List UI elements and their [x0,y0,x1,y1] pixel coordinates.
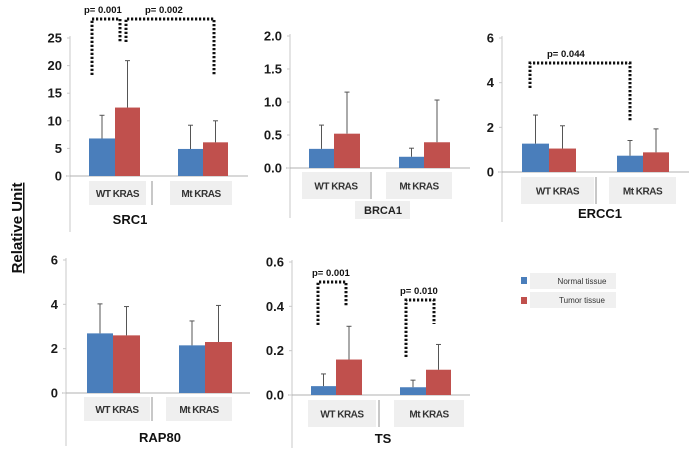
legend: Normal tissue Tumor tissue [521,273,616,308]
y-tick-label: 0 [55,169,62,184]
y-tick-label: 2 [51,341,58,356]
category-label-bg [308,400,376,427]
bar-tumor-mt-kras [426,369,451,395]
panel-title: ERCC1 [578,206,622,221]
y-tick-label: 4 [51,297,59,312]
significance-bracket [124,17,216,75]
significance-bracket [528,61,632,121]
panel-title: TS [375,431,392,446]
bar-normal-mt-kras [179,345,205,393]
p-value-label: p= 0.010 [400,286,438,297]
legend-swatch-tumor [521,297,527,304]
y-tick-label: 25 [48,31,62,46]
x-category-label: WT KRAS [536,187,580,198]
y-tick-label: 15 [48,86,62,101]
legend-label-bg [530,292,616,308]
significance-bracket [90,17,122,75]
bar-tumor-mt-kras [643,152,669,172]
y-tick-label: 0 [487,165,494,180]
p-value-label: p= 0.002 [145,5,183,16]
bar-normal-wt-kras [87,333,113,393]
x-category-label: Mt KRAS [181,189,221,200]
p-value-label: p= 0.001 [84,5,122,16]
y-tick-label: 1.0 [264,95,282,110]
panel-rap80: 0 2 4 6 WT KRAS Mt KRAS RAP80 [51,253,250,446]
x-category-label: WT KRAS [320,410,364,421]
category-label-bg [89,181,146,205]
y-tick-label: 4 [487,75,495,90]
legend-label-bg [530,273,616,289]
legend-swatch-normal [521,277,527,284]
category-label-bg [386,172,452,199]
x-category-label: WT KRAS [314,182,358,193]
y-tick-label: 10 [48,113,62,128]
panel-ercc1: 0 2 4 6 WT KRAS Mt KRAS p= 0.044 ERCC1 [487,31,689,222]
panel-title: RAP80 [139,430,181,445]
x-category-label: Mt KRAS [179,405,219,416]
y-tick-label: 0.0 [264,161,282,176]
category-label-bg [84,397,150,421]
y-tick-label: 0 [51,386,58,401]
category-label-bg [302,172,370,199]
bar-tumor-mt-kras [205,342,232,393]
bar-tumor-wt-kras [549,148,576,172]
x-category-label: Mt KRAS [623,187,663,198]
y-axis-label: Relative Unit [9,183,26,274]
legend-label-normal: Normal tissue [558,277,607,286]
x-category-label: WT KRAS [95,405,139,416]
bar-normal-wt-kras [311,386,336,395]
y-tick-label: 0.6 [266,255,284,270]
significance-bracket [404,298,436,357]
panel-src1: 0 5 10 15 20 25 WT KRAS Mt KRAS p= 0.001 p= 0.002… [48,5,248,232]
category-label-bg [609,177,676,204]
significance-bracket [316,280,348,325]
bar-tumor-wt-kras [336,359,362,395]
p-value-label: p= 0.044 [547,49,585,60]
y-tick-label: 6 [51,253,58,268]
bar-tumor-mt-kras [424,142,450,168]
bar-normal-wt-kras [89,138,115,176]
bar-normal-mt-kras [178,148,203,176]
x-category-label: WT KRAS [96,189,140,200]
panel-ts: 0.0 0.2 0.4 0.6 WT KRAS Mt KRAS p= 0.001 p= 0.0… [266,255,470,448]
panel-brca1: 0.0 0.5 1.0 1.5 2.0 WT KRAS Mt KRAS BRCA1 [264,29,470,219]
bar-normal-mt-kras [399,156,424,168]
y-tick-label: 0.0 [266,388,284,403]
category-label-bg [521,177,594,204]
category-label-bg [394,400,464,427]
y-tick-label: 0.4 [266,299,285,314]
y-tick-label: 2 [487,120,494,135]
y-tick-label: 20 [48,58,62,73]
x-category-label: Mt KRAS [409,410,449,421]
y-tick-label: 5 [55,141,62,156]
x-category-label: Mt KRAS [399,182,439,193]
y-tick-label: 6 [487,31,494,46]
p-value-label: p= 0.001 [312,268,350,279]
panel-title-bg [355,201,410,219]
category-label-bg [166,397,232,421]
bar-normal-mt-kras [617,155,643,172]
bar-normal-wt-kras [522,143,549,172]
y-tick-label: 0.5 [264,128,282,143]
bar-normal-wt-kras [309,148,334,168]
legend-label-tumor: Tumor tissue [559,296,605,305]
panel-title: SRC1 [113,212,148,227]
y-tick-label: 0.2 [266,343,284,358]
y-tick-label: 2.0 [264,29,282,44]
bar-tumor-wt-kras [334,133,360,168]
category-label-bg [170,181,232,205]
y-tick-label: 1.5 [264,62,282,77]
panel-title: BRCA1 [364,205,402,217]
bar-tumor-mt-kras [203,142,228,176]
bar-tumor-wt-kras [113,335,140,393]
bar-normal-mt-kras [400,387,426,395]
bar-tumor-wt-kras [115,107,140,176]
